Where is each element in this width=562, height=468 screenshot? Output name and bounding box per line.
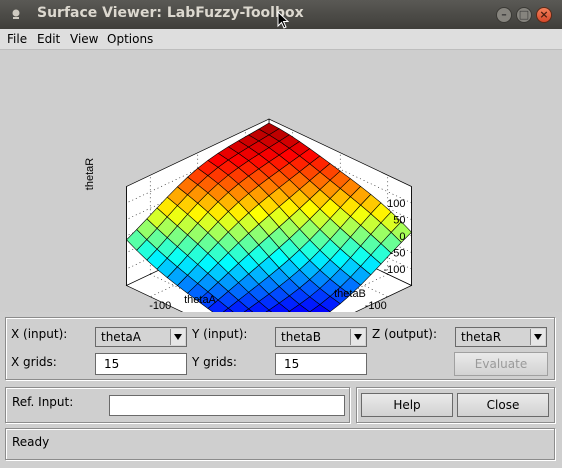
y-grids-input[interactable]: 15 (275, 353, 367, 375)
app-icon (12, 9, 20, 19)
x-tick-label: -100 (365, 300, 387, 312)
input-selection-panel: X (input): thetaA Y (input): thetaB Z (o… (5, 317, 555, 380)
y-tick-label: -100 (149, 300, 171, 312)
minimize-button[interactable]: – (496, 7, 512, 23)
z-tick-label: 100 (387, 198, 405, 210)
z-output-select[interactable]: thetaR (455, 327, 547, 347)
status-panel: Ready (5, 428, 555, 460)
evaluate-button[interactable]: Evaluate (454, 352, 548, 376)
z-output-value: thetaR (461, 330, 502, 344)
z-grid-line (126, 135, 412, 204)
z-tick-label: -100 (383, 264, 405, 276)
window-title: Surface Viewer: LabFuzzy-Toolbox (37, 5, 304, 21)
menu-file[interactable]: File (7, 32, 28, 46)
x-input-value: thetaA (101, 330, 141, 344)
z-tick-label: 0 (399, 231, 405, 243)
surface-plot-area[interactable]: 100500-50-100-1000100-1000100thetaAtheta… (0, 50, 562, 357)
help-button[interactable]: Help (361, 393, 453, 417)
y-axis-label: thetaB (334, 288, 366, 300)
close-button[interactable]: Close (457, 393, 549, 417)
surface-mesh (126, 122, 412, 350)
x-grids-value: 15 (104, 357, 120, 371)
x-grids-label: X grids: (11, 355, 57, 369)
ref-input-label: Ref. Input: (12, 395, 74, 409)
x-grids-input[interactable]: 15 (95, 353, 187, 375)
y-input-label: Y (input): (192, 327, 248, 341)
minimize-icon: – (501, 8, 507, 21)
ref-input-field[interactable] (109, 395, 345, 416)
close-icon: × (539, 8, 549, 21)
y-input-select[interactable]: thetaB (275, 327, 367, 347)
title-bar[interactable]: Surface Viewer: LabFuzzy-Toolbox – □ × (0, 0, 562, 29)
surface-plot[interactable]: 100500-50-100-1000100-1000100thetaAtheta… (0, 50, 562, 357)
x-input-label: X (input): (11, 327, 68, 341)
status-text: Ready (12, 435, 50, 449)
y-grids-value: 15 (284, 357, 300, 371)
action-button-panel: Help Close (356, 387, 555, 423)
chevron-down-icon[interactable] (170, 329, 185, 345)
chevron-down-icon[interactable] (530, 329, 545, 345)
z-tick-label: -50 (390, 248, 406, 260)
maximize-button[interactable]: □ (516, 7, 532, 23)
ref-input-panel: Ref. Input: (5, 387, 350, 423)
mouse-cursor-icon (277, 11, 289, 29)
chevron-down-icon[interactable] (350, 329, 365, 345)
close-window-button[interactable]: × (536, 7, 552, 23)
x-axis-label: thetaA (184, 294, 216, 306)
maximize-icon: □ (518, 8, 530, 21)
z-axis-label: thetaR (84, 158, 96, 190)
x-input-select[interactable]: thetaA (95, 327, 187, 347)
y-input-value: thetaB (281, 330, 321, 344)
y-grids-label: Y grids: (192, 355, 237, 369)
z-output-label: Z (output): (372, 327, 438, 341)
z-tick-label: 50 (393, 215, 405, 227)
menu-bar: File Edit View Options (0, 29, 562, 50)
menu-options[interactable]: Options (107, 32, 154, 46)
menu-view[interactable]: View (70, 32, 99, 46)
menu-edit[interactable]: Edit (37, 32, 61, 46)
